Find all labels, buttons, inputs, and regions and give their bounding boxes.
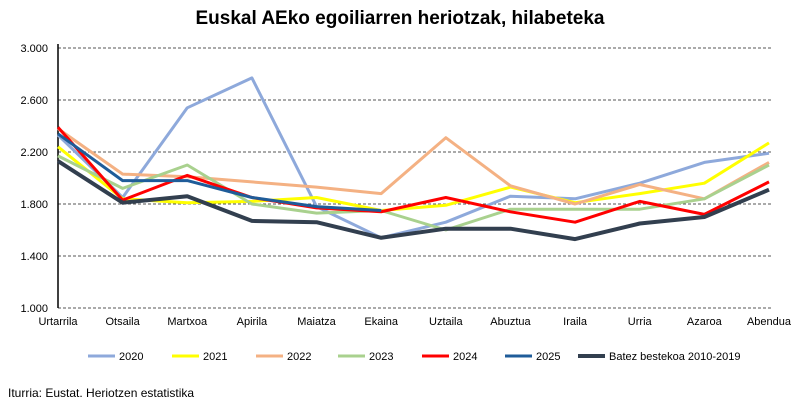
x-tick-label: Abuztua	[490, 316, 531, 328]
y-tick-label: 1.400	[20, 251, 48, 263]
y-tick-label: 2.600	[20, 95, 48, 107]
legend-label: 2023	[369, 351, 393, 363]
x-tick-label: Uztaila	[429, 316, 464, 328]
series-line-2025	[57, 132, 382, 212]
y-tick-label: 3.000	[20, 43, 48, 55]
x-tick-label: Urtarrila	[38, 316, 78, 328]
y-tick-label: 1.800	[20, 199, 48, 211]
series-line-2022	[57, 127, 770, 206]
series-line-2020	[56, 76, 770, 240]
series-line-batez-bestekoa-2010-2019	[56, 159, 770, 242]
x-tick-label: Ekaina	[364, 316, 399, 328]
series-line-2023	[57, 154, 770, 232]
x-tick-label: Iraila	[563, 316, 588, 328]
x-tick-label: Azaroa	[687, 316, 723, 328]
x-tick-label: Abendua	[747, 316, 792, 328]
x-tick-label: Martxoa	[167, 316, 208, 328]
legend-label: 2021	[203, 351, 227, 363]
y-tick-label: 2.200	[20, 147, 48, 159]
legend-label: 2020	[119, 351, 143, 363]
x-tick-label: Apirila	[237, 316, 268, 328]
legend-label: 2025	[536, 351, 560, 363]
y-tick-label: 1.000	[20, 303, 48, 315]
legend-label: Batez bestekoa 2010-2019	[609, 351, 741, 363]
series-line-2021	[57, 141, 770, 212]
chart-title: Euskal AEko egoiliarren heriotzak, hilab…	[195, 8, 605, 29]
source-note: Iturria: Eustat. Heriotzen estatistika	[8, 386, 195, 400]
x-tick-label: Otsaila	[106, 316, 141, 328]
x-tick-label: Maiatza	[297, 316, 336, 328]
legend-label: 2022	[287, 351, 311, 363]
x-tick-label: Urria	[628, 316, 653, 328]
legend-label: 2024	[453, 351, 477, 363]
